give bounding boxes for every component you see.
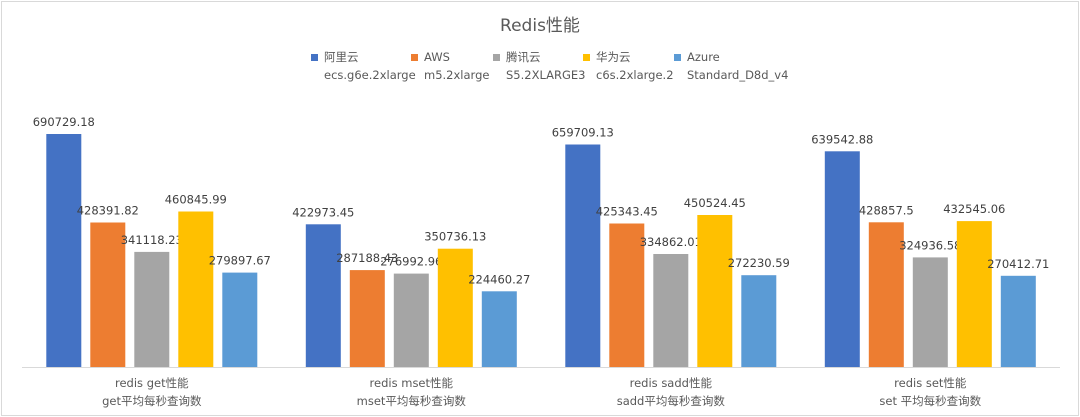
bar-0-3 [824,151,860,367]
data-label-0-2: 659709.13 [552,126,614,140]
legend-item-aws: AWS m5.2xlarge [411,48,489,84]
legend-swatch-aliyun [311,54,318,61]
category-label-3-1: set 平均每秒查询数 [879,394,981,408]
legend-name: 阿里云 [324,50,359,64]
bar-3-2 [697,215,733,367]
legend-name: AWS [424,50,450,64]
data-label-0-1: 422973.45 [292,205,354,219]
category-label-0-1: get平均每秒查询数 [102,394,202,408]
data-label-4-1: 224460.27 [468,272,530,286]
bar-1-3 [868,222,904,367]
legend-item-aliyun: 阿里云 ecs.g6e.2xlarge [311,48,416,84]
data-label-2-2: 334862.01 [640,235,702,249]
bar-1-0 [90,222,126,367]
data-label-4-2: 272230.59 [728,256,790,270]
category-label-1-1: mset平均每秒查询数 [357,394,467,408]
bar-4-2 [741,275,777,367]
data-label-1-2: 425343.45 [596,205,658,219]
data-label-4-3: 270412.71 [987,257,1049,271]
bar-0-0 [46,134,82,367]
legend-name: Azure [687,50,720,64]
category-label-2-1: sadd平均每秒查询数 [617,394,726,408]
legend-swatch-huawei [583,54,590,61]
data-label-2-3: 324936.58 [899,238,961,252]
bar-2-3 [912,257,948,367]
bar-4-0 [222,272,258,367]
data-label-0-3: 639542.88 [811,132,873,146]
legend-item-huawei: 华为云 c6s.2xlarge.2 [583,48,674,84]
legend-swatch-azure [674,54,681,61]
data-label-3-2: 450524.45 [684,196,746,210]
bar-1-1 [349,270,385,367]
category-label-0-0: redis get性能 [115,376,189,390]
data-label-3-1: 350736.13 [424,230,486,244]
data-label-2-1: 276992.96 [380,255,442,269]
legend-name: 腾讯云 [506,50,541,64]
legend-model: m5.2xlarge [424,68,490,82]
legend-swatch-tencent [493,54,500,61]
category-label-2-0: redis sadd性能 [630,376,713,390]
legend-item-azure: Azure Standard_D8d_v4 [674,48,788,84]
bar-3-1 [437,248,473,367]
bar-4-1 [481,291,517,367]
data-label-0-0: 690729.18 [33,115,95,129]
category-label-1-0: redis mset性能 [370,376,454,390]
legend-model: c6s.2xlarge.2 [596,68,674,82]
bar-0-2 [565,144,601,367]
legend-item-tencent: 腾讯云 S5.2XLARGE3 [493,48,586,84]
bar-2-0 [134,251,170,367]
bar-4-3 [1000,275,1036,367]
data-label-3-0: 460845.99 [165,193,227,207]
data-label-1-0: 428391.82 [77,204,139,218]
bar-2-2 [653,254,689,367]
data-label-2-0: 341118.23 [121,233,183,247]
bar-3-3 [956,221,992,367]
bar-0-1 [305,224,341,367]
data-label-1-1: 287188.43 [336,251,398,265]
legend-model: ecs.g6e.2xlarge [324,68,416,82]
bar-2-1 [393,273,429,367]
legend-swatch-aws [411,54,418,61]
data-label-4-0: 279897.67 [209,254,271,268]
legend-model: S5.2XLARGE3 [506,68,586,82]
bar-1-2 [609,223,645,367]
legend-model: Standard_D8d_v4 [687,68,789,82]
category-label-3-0: redis set性能 [894,376,967,390]
legend-name: 华为云 [596,50,631,64]
bar-3-0 [178,211,214,367]
chart-title: Redis性能 [500,16,580,36]
data-label-1-3: 428857.5 [859,203,914,217]
data-label-3-3: 432545.06 [943,202,1005,216]
